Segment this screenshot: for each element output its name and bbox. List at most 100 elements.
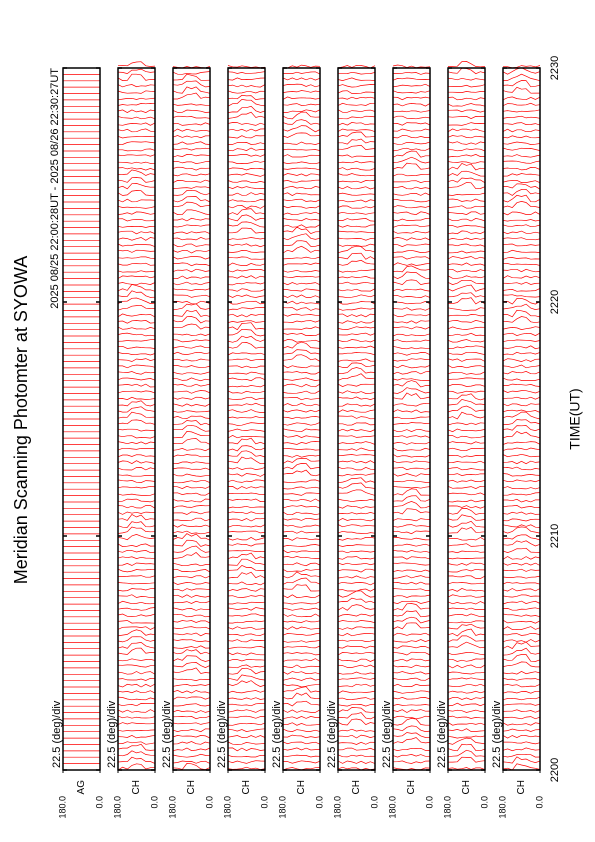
scan-trace xyxy=(392,150,430,158)
scan-trace xyxy=(392,639,431,643)
scan-trace xyxy=(447,326,486,330)
scan-trace xyxy=(337,224,376,228)
scan-trace xyxy=(447,182,486,190)
scan-trace xyxy=(227,435,266,439)
scan-trace xyxy=(502,753,541,758)
scan-trace xyxy=(447,658,486,662)
scan-trace xyxy=(392,501,431,509)
scan-trace xyxy=(227,613,266,617)
scan-trace xyxy=(117,734,156,739)
scan-trace xyxy=(392,488,431,496)
scan-trace xyxy=(392,288,431,292)
scan-trace xyxy=(282,262,321,266)
scan-trace xyxy=(502,466,541,471)
scan-trace xyxy=(447,664,486,669)
scan-trace xyxy=(337,252,376,260)
scan-trace xyxy=(282,275,321,278)
scan-trace xyxy=(117,715,156,719)
scan-trace xyxy=(447,314,486,317)
scan-trace xyxy=(227,237,266,241)
scan-trace xyxy=(392,447,431,452)
scan-trace xyxy=(392,371,431,375)
scan-trace xyxy=(172,467,211,471)
scan-trace xyxy=(392,90,431,94)
scan-trace xyxy=(282,161,321,165)
scan-trace xyxy=(447,237,486,241)
scan-trace xyxy=(172,135,211,139)
scan-trace xyxy=(117,467,156,471)
scan-trace xyxy=(117,122,156,126)
scan-trace xyxy=(502,371,541,375)
scan-trace xyxy=(502,486,541,490)
scan-trace xyxy=(172,80,211,88)
scan-trace xyxy=(117,262,156,266)
scan-trace xyxy=(172,103,210,106)
scan-trace xyxy=(117,568,156,573)
scan-trace xyxy=(282,245,321,254)
scan-trace xyxy=(227,142,266,145)
scan-trace xyxy=(173,365,211,369)
scan-trace xyxy=(172,122,211,126)
scan-trace xyxy=(282,64,321,69)
scan-trace xyxy=(227,601,266,605)
scan-trace xyxy=(172,683,211,687)
scan-trace xyxy=(502,167,541,171)
scan-trace xyxy=(392,409,431,413)
scan-trace xyxy=(337,167,376,171)
scan-trace xyxy=(172,448,211,452)
scan-trace xyxy=(392,737,431,744)
chart-subtitle: 2025 08/25 22:00:28UT - 2025 08/26 22:30… xyxy=(49,68,61,309)
scan-trace xyxy=(227,728,266,732)
scan-trace xyxy=(117,352,156,356)
scan-trace xyxy=(172,626,211,630)
scan-trace xyxy=(282,511,321,516)
scan-trace xyxy=(447,568,485,573)
scan-trace xyxy=(117,511,156,515)
scan-trace xyxy=(172,539,211,547)
panel-frame xyxy=(117,67,156,771)
scan-trace xyxy=(172,454,210,458)
scan-trace xyxy=(227,416,266,419)
scan-trace xyxy=(172,288,211,291)
scan-trace xyxy=(502,160,541,164)
scan-trace xyxy=(227,111,266,119)
scan-trace xyxy=(337,237,376,241)
scan-trace xyxy=(502,460,541,465)
scan-trace xyxy=(503,492,541,496)
scan-trace xyxy=(282,288,321,292)
scan-trace xyxy=(392,479,431,483)
scan-trace xyxy=(117,383,156,388)
scan-trace xyxy=(227,594,266,598)
panel-scale: 22.5 (deg)/div xyxy=(161,700,173,768)
scan-trace xyxy=(227,147,265,152)
scan-trace xyxy=(227,282,266,286)
scan-trace xyxy=(502,230,541,235)
scan-trace xyxy=(172,243,211,247)
scan-trace xyxy=(502,109,541,113)
scan-trace xyxy=(502,411,541,420)
scan-trace xyxy=(502,703,541,706)
panel-scale: 22.5 (deg)/div xyxy=(51,700,63,768)
scan-trace xyxy=(172,575,211,579)
scan-trace xyxy=(392,249,431,254)
scan-trace xyxy=(337,362,376,368)
scan-trace xyxy=(392,435,431,439)
scan-trace xyxy=(282,148,321,151)
scan-trace xyxy=(282,211,321,216)
scan-trace xyxy=(337,211,376,215)
scan-trace xyxy=(392,147,431,152)
scan-trace xyxy=(227,90,266,94)
scan-trace xyxy=(282,77,321,81)
scan-trace xyxy=(447,557,486,560)
y-tick-label: 0.0 xyxy=(424,796,434,809)
scan-trace xyxy=(117,109,156,114)
scan-trace xyxy=(448,91,486,93)
scan-trace xyxy=(502,716,541,720)
scan-trace xyxy=(117,419,156,425)
scan-trace xyxy=(227,214,266,222)
scan-trace xyxy=(337,128,376,133)
scan-trace xyxy=(172,186,211,189)
scan-trace xyxy=(337,664,376,668)
